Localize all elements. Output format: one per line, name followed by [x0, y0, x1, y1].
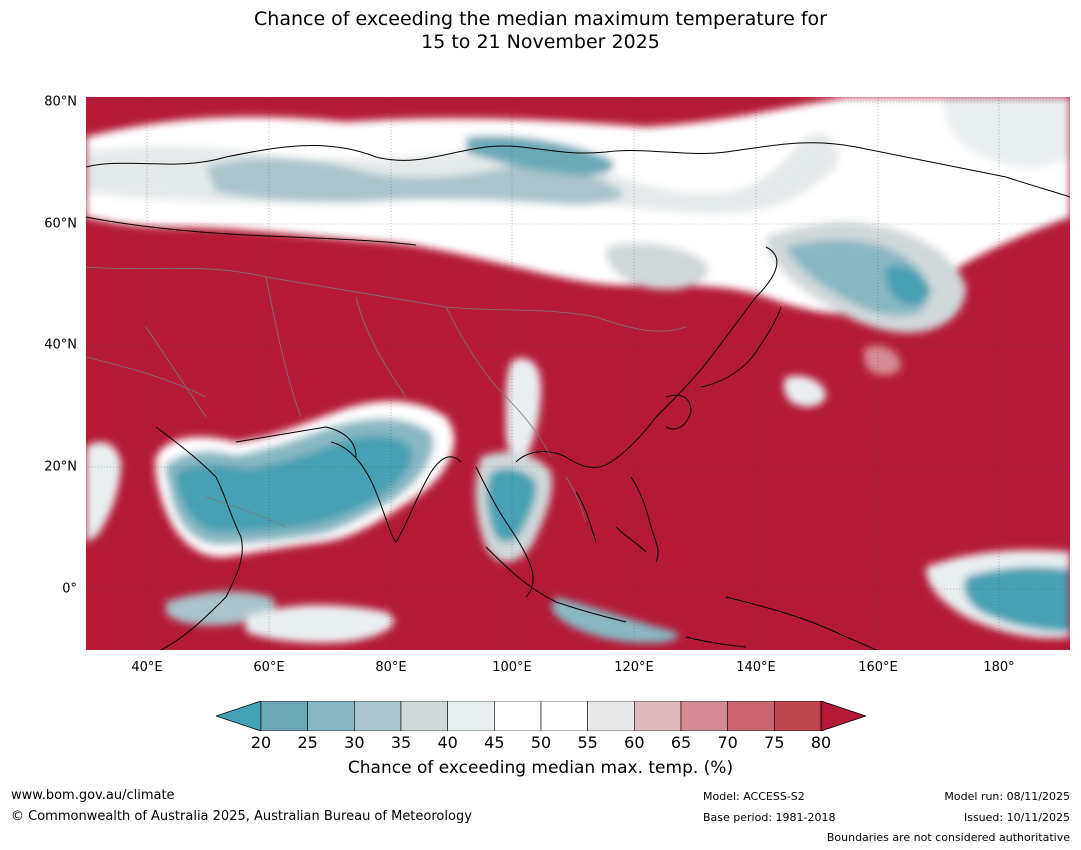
colorbar: [216, 701, 866, 731]
colorbar-tick-label: 20: [250, 733, 272, 752]
lon-label-40e: 40°E: [131, 660, 163, 675]
colorbar-segment: [680, 701, 728, 731]
lat-label-20n: 20°N: [44, 459, 77, 475]
colorbar-segment: [774, 701, 822, 731]
colorbar-segment: [727, 701, 775, 731]
colorbar-label: Chance of exceeding median max. temp. (%…: [347, 758, 734, 778]
lon-label-80e: 80°E: [375, 660, 407, 675]
colorbar-segment: [494, 701, 542, 731]
colorbar-segment: [400, 701, 448, 731]
model-run-text: Model run: 08/11/2025: [944, 790, 1070, 803]
colorbar-segment: [634, 701, 682, 731]
south-asia-anomaly: [86, 401, 455, 643]
base-period-text: Base period: 1981-2018: [703, 811, 836, 824]
colorbar-tick-label: 45: [484, 733, 505, 752]
colorbar-segment: [307, 701, 355, 731]
lon-label-140e: 140°E: [736, 660, 776, 675]
colorbar-segment: [447, 701, 495, 731]
colorbar-segments: [216, 701, 866, 731]
coastlines: [86, 142, 1070, 650]
colorbar-tick-label: 60: [624, 733, 645, 752]
model-text: Model: ACCESS-S2: [703, 790, 805, 803]
lon-label-60e: 60°E: [253, 660, 285, 675]
title-line-2: 15 to 21 November 2025: [421, 31, 660, 53]
lon-label-120e: 120°E: [614, 660, 654, 675]
lat-label-0: 0°: [62, 581, 77, 597]
colorbar-tick-label: 65: [670, 733, 692, 752]
colorbar-tick-label: 75: [764, 733, 785, 752]
colorbar-segment: [587, 701, 635, 731]
colorbar-tick-label: 30: [344, 733, 365, 752]
map-canvas: [86, 97, 1070, 650]
colorbar-tick-label: 35: [390, 733, 412, 752]
temperature-map: [86, 97, 1070, 650]
lon-label-180: 180°: [983, 660, 1015, 675]
lon-label-100e: 100°E: [492, 660, 532, 675]
lat-label-40n: 40°N: [44, 337, 77, 353]
colorbar-segment: [354, 701, 402, 731]
colorbar-tick-label: 80: [810, 733, 832, 752]
country-boundaries: [86, 266, 687, 528]
colorbar-segment: [260, 701, 308, 731]
colorbar-tick-label: 55: [577, 733, 598, 752]
colorbar-segment: [540, 701, 588, 731]
lat-label-80n: 80°N: [44, 94, 77, 110]
colorbar-arrow-low: [216, 701, 262, 731]
boundaries-text: Boundaries are not considered authoritat…: [826, 831, 1070, 844]
issued-text: Issued: 10/11/2025: [963, 811, 1070, 824]
southeast-asia-anomaly: [475, 345, 1070, 644]
map-title: Chance of exceeding the median maximum t…: [0, 8, 1081, 54]
colorbar-tick-label: 40: [437, 733, 458, 752]
colorbar-tick-label: 50: [530, 733, 552, 752]
colorbar-tick-label: 70: [717, 733, 738, 752]
lat-label-60n: 60°N: [44, 216, 77, 232]
copyright-text: © Commonwealth of Australia 2025, Austra…: [11, 809, 472, 824]
northern-anomaly-band: [86, 97, 1070, 333]
colorbar-arrow-high: [820, 701, 866, 731]
lon-label-160e: 160°E: [858, 660, 898, 675]
colorbar-tick-label: 25: [297, 733, 318, 752]
website-text: www.bom.gov.au/climate: [11, 788, 175, 803]
title-line-1: Chance of exceeding the median maximum t…: [254, 8, 827, 30]
